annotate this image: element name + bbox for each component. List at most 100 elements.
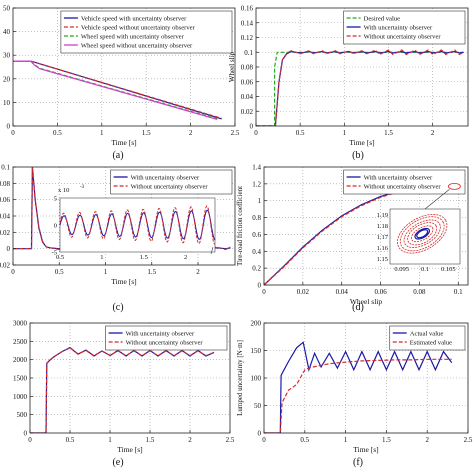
inset-zoom: -5 0 5 0.5 1 1.5 2 x 10 -3 (52, 185, 216, 261)
x-axis-label: Time [s] (111, 138, 136, 147)
inset-x-tick-label: 1 (100, 254, 103, 261)
y-tick-label: 500 (17, 411, 28, 419)
y-tick-label: 10 (3, 99, 11, 107)
inset-y-tick-label: 1.19 (377, 212, 388, 219)
y-tick-label: 0 (7, 123, 11, 131)
panel-caption: (c) (112, 302, 123, 313)
series-line-2 (30, 347, 215, 433)
legend-label: With uncertainty observer (364, 25, 433, 32)
x-tick-label: 2 (188, 436, 192, 444)
x-tick-label: 2.5 (226, 436, 235, 444)
x-tick-label: 0 (11, 129, 15, 137)
inset-y-tick-label: 1.15 (377, 256, 388, 263)
legend-label: Estimated value (410, 340, 452, 347)
y-tick-label: 0.8 (252, 214, 261, 222)
panel-a: 0 0.5 1 1.5 2 2.5 0 10 20 30 40 50 Time [s] Vehicle s… (3, 5, 240, 162)
x-tick-label: 1 (100, 129, 104, 137)
inset-loop-red (403, 219, 441, 248)
inset-loop-red (410, 225, 434, 243)
legend-label: With uncertainty observer (364, 175, 433, 182)
y-tick-label: 3000 (13, 320, 28, 328)
inset-exponent-label: x 10 (58, 187, 69, 194)
y-tick-label: 1.2 (252, 180, 261, 188)
y-tick-label: 0.02 (241, 108, 254, 116)
y-tick-label: 2500 (13, 338, 28, 346)
legend-box (389, 325, 466, 351)
panel-d: 0 0.02 0.04 0.06 0.08 0.1 0 0.2 0.4 0.6 0.8 1 1.2 1.4… (236, 164, 469, 313)
y-tick-label: 0.4 (252, 248, 261, 256)
y-tick-label: 0.06 (0, 196, 11, 204)
inset-x-tick-label: 0.095 (394, 266, 409, 273)
x-tick-label: 1.5 (142, 129, 151, 137)
y-axis-label: Lumped uncertainty [N·m] (236, 340, 244, 416)
y-tick-label: 0.6 (252, 231, 261, 239)
x-tick-label: 1.5 (382, 436, 391, 444)
series-line-3 (256, 49, 464, 126)
x-tick-label: 0.02 (297, 288, 310, 296)
y-tick-label: 0.1 (244, 49, 253, 57)
legend: Actual value Estimated value (389, 325, 466, 351)
legend-box (343, 10, 466, 45)
x-axis-label: Time [s] (349, 138, 374, 147)
x-tick-label: 1 (104, 268, 108, 276)
x-tick-label: 1 (344, 436, 348, 444)
legend-label: Wheel speed without uncertainty observer (81, 43, 193, 50)
inset-connector (210, 246, 214, 255)
inset-zoom: 1.15 1.16 1.17 1.18 1.19 0.095 0.1 0.105 (377, 189, 461, 273)
legend-label: Without uncertainty observer (126, 340, 204, 347)
x-tick-label: 0.5 (55, 268, 64, 276)
y-tick-label: 1 (258, 197, 262, 205)
y-tick-label: 20 (3, 75, 11, 83)
legend-box (105, 325, 228, 351)
inset-series-line-2 (59, 205, 216, 245)
legend-label: Without uncertainty observer (364, 184, 442, 191)
y-tick-label: 1000 (13, 393, 28, 401)
legend-label: Vehicle speed without uncertainty observ… (81, 25, 196, 32)
y-tick-label: 0.02 (0, 229, 11, 237)
y-tick-label: 100 (251, 375, 262, 383)
panel-caption: (b) (352, 150, 364, 161)
inset-y-tick-label: -5 (52, 250, 57, 257)
y-tick-label: 150 (251, 347, 262, 355)
y-tick-label: 1500 (13, 375, 28, 383)
x-axis-label: Wheel slip (350, 297, 383, 306)
x-tick-label: 0.5 (53, 129, 62, 137)
y-tick-label: 0.12 (241, 34, 254, 42)
inset-series-line-1 (59, 209, 216, 241)
y-tick-label: 0.16 (241, 5, 254, 13)
inset-loop-blue (416, 229, 429, 239)
series-group (30, 346, 215, 433)
inset-x-tick-label: 1.5 (140, 254, 148, 261)
y-tick-label: 0.2 (252, 265, 261, 273)
legend-label: With uncertainty observer (131, 175, 200, 182)
legend-label: Wheel speed with uncertainty observer (81, 34, 185, 41)
inset-loop-red (399, 216, 445, 252)
inset-exponent-power: -3 (80, 185, 85, 190)
legend: Vehicle speed with uncertainty observer V… (60, 10, 233, 54)
x-tick-label: 0.04 (336, 288, 349, 296)
legend-box (343, 169, 466, 195)
y-tick-label: 0 (258, 282, 262, 290)
inset-y-tick-label: 0 (54, 223, 57, 230)
y-tick-label: 0.06 (241, 78, 254, 86)
inset-loop-blue (414, 227, 431, 240)
x-tick-label: 0.08 (413, 288, 426, 296)
y-tick-label: 0.08 (0, 180, 11, 188)
x-tick-label: 2 (425, 436, 429, 444)
x-tick-label: 2.5 (231, 129, 240, 137)
legend-label: Actual value (410, 331, 444, 338)
y-tick-label: 0.04 (241, 93, 254, 101)
x-tick-label: 0 (28, 436, 32, 444)
x-tick-label: 0.5 (66, 436, 75, 444)
series-line-4 (13, 60, 218, 120)
x-tick-label: 0 (262, 436, 266, 444)
y-tick-label: 0 (7, 245, 11, 253)
legend-label: Without uncertainty observer (131, 184, 209, 191)
x-axis-label: Time [s] (353, 445, 378, 454)
panel-f: 0 0.5 1 1.5 2 2.5 0 50 100 150 200 Time [s] Lumped u… (236, 320, 473, 469)
plot-frame (263, 166, 469, 286)
inset-y-tick-label: 5 (54, 196, 57, 203)
x-axis-label: Time [s] (111, 277, 136, 286)
